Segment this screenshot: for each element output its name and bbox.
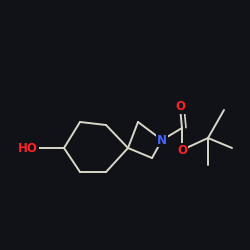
Text: O: O <box>177 144 187 156</box>
Text: N: N <box>157 134 167 146</box>
Text: HO: HO <box>18 142 38 154</box>
Text: O: O <box>175 100 185 114</box>
